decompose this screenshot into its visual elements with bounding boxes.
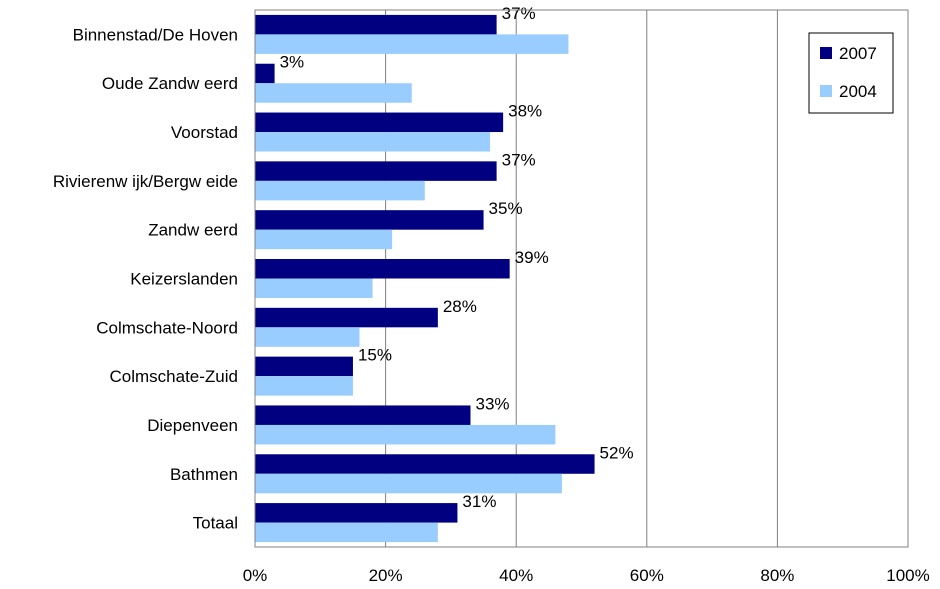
- category-label: Binnenstad/De Hoven: [73, 25, 238, 44]
- bar-2007-9: [255, 454, 595, 474]
- plot-area-frame: [254, 9, 909, 548]
- legend-label-2007: 2007: [839, 44, 877, 63]
- data-label-2007-10: 31%: [462, 492, 496, 511]
- x-axis-tick-labels: 0% 20% 40% 60% 80% 100%: [243, 566, 930, 585]
- x-tick-label: 80%: [760, 566, 794, 585]
- bar-2004-5: [255, 278, 373, 298]
- legend-swatch-2007: [820, 47, 832, 59]
- category-label: Bathmen: [170, 465, 238, 484]
- data-label-2007-5: 39%: [515, 248, 549, 267]
- bar-2004-9: [255, 473, 562, 494]
- x-tick-label: 60%: [630, 566, 664, 585]
- bar-2004-1: [255, 83, 412, 103]
- bar-2007-7: [255, 356, 353, 377]
- category-label: Voorstad: [171, 123, 238, 142]
- data-label-2007-8: 33%: [475, 394, 509, 413]
- bar-2007-4: [255, 210, 484, 230]
- data-labels: 37% 3% 38% 37% 35% 39% 28% 15% 33% 52% 31%: [280, 4, 634, 511]
- bar-2004-0: [255, 34, 569, 54]
- bar-2004-6: [255, 327, 360, 347]
- category-label: Diepenveen: [147, 416, 238, 435]
- data-label-2007-6: 28%: [443, 297, 477, 316]
- category-label: Oude Zandw eerd: [102, 74, 238, 93]
- data-label-2007-9: 52%: [600, 443, 634, 462]
- category-label: Colmschate-Noord: [96, 318, 238, 337]
- data-label-2007-0: 37%: [502, 4, 536, 23]
- bar-2004-8: [255, 424, 556, 445]
- data-label-2007-1: 3%: [280, 53, 305, 72]
- bar-2004-7: [255, 376, 353, 396]
- bar-2004-3: [255, 180, 425, 201]
- data-label-2007-7: 15%: [358, 346, 392, 365]
- bar-2007-0: [255, 14, 497, 35]
- bar-2007-3: [255, 161, 497, 181]
- bar-2007-6: [255, 307, 438, 328]
- x-tick-label: 100%: [886, 566, 929, 585]
- legend-label-2004: 2004: [839, 82, 877, 101]
- bar-2007-5: [255, 259, 510, 279]
- bar-2004-4: [255, 229, 393, 250]
- bar-2007-8: [255, 405, 471, 425]
- x-tick-label: 0%: [243, 566, 268, 585]
- bar-2007-1: [255, 63, 275, 84]
- bar-2007-2: [255, 112, 504, 133]
- category-labels: Binnenstad/De Hoven Oude Zandw eerd Voorst…: [53, 25, 238, 532]
- legend: 2007 2004: [808, 32, 894, 114]
- data-label-2007-2: 38%: [508, 102, 542, 121]
- bar-2007-10: [255, 503, 458, 523]
- legend-swatch-2004: [820, 85, 832, 97]
- category-label: Rivierenw ijk/Bergw eide: [53, 172, 238, 191]
- category-label: Keizerslanden: [130, 270, 238, 289]
- legend-box: [808, 32, 894, 114]
- category-label: Totaal: [193, 514, 238, 533]
- bar-2004-10: [255, 522, 438, 543]
- data-label-2007-3: 37%: [502, 150, 536, 169]
- data-label-2007-4: 35%: [489, 199, 523, 218]
- x-tick-label: 20%: [369, 566, 403, 585]
- bars: [255, 14, 595, 543]
- category-label: Zandw eerd: [148, 221, 238, 240]
- bar-2004-2: [255, 132, 491, 152]
- x-tick-label: 40%: [499, 566, 533, 585]
- category-label: Colmschate-Zuid: [110, 367, 239, 386]
